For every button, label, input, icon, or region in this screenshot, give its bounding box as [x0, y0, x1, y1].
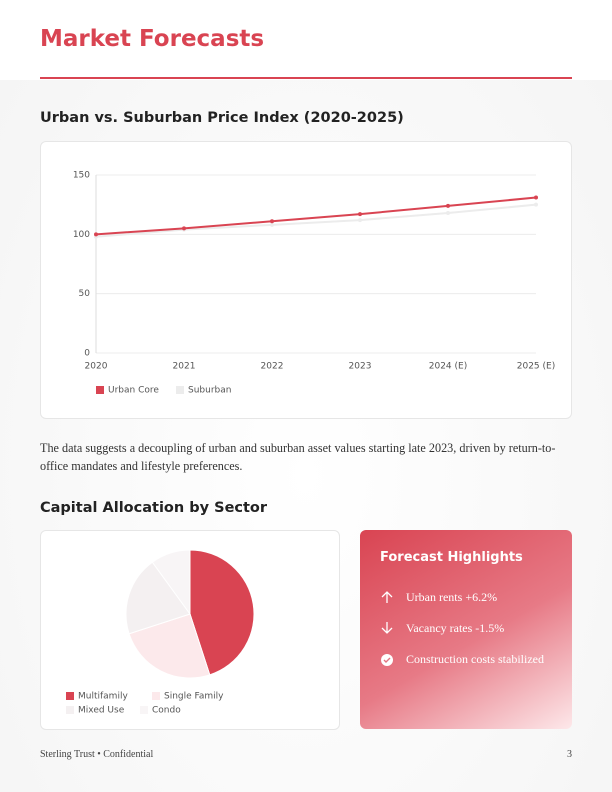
legend-swatch	[140, 706, 148, 714]
pie-slice	[128, 613, 211, 679]
point	[182, 226, 186, 231]
x-tick-label: 2025 (E)	[517, 362, 555, 372]
y-tick-label: 0	[84, 349, 90, 359]
legend-swatch	[152, 692, 160, 700]
legend-label: Multifamily	[78, 692, 128, 702]
point	[270, 219, 274, 224]
point	[446, 203, 450, 208]
arrow-up-icon	[381, 591, 393, 603]
point	[358, 218, 362, 223]
header-rule	[40, 77, 572, 79]
x-tick-label: 2020	[85, 362, 108, 372]
y-tick-label: 50	[79, 289, 91, 299]
section-title: Urban vs. Suburban Price Index (2020-202…	[40, 110, 404, 126]
legend-label: Condo	[152, 706, 181, 716]
legend-swatch	[66, 706, 74, 714]
highlight-item: Construction costs stabilized	[406, 652, 544, 666]
highlights-card: Forecast Highlights Urban rents +6.2% Va…	[360, 530, 572, 729]
x-tick-label: 2024 (E)	[429, 362, 467, 372]
paragraph: The data suggests a decoupling of urban …	[40, 441, 556, 473]
line-card	[40, 141, 572, 419]
page-number: 3	[567, 749, 572, 760]
point	[358, 212, 362, 217]
y-tick-label: 150	[73, 171, 90, 181]
highlight-item: Urban rents +6.2%	[406, 590, 498, 604]
x-tick-label: 2022	[261, 362, 284, 372]
series-line	[95, 196, 537, 236]
series-line	[95, 203, 537, 238]
pie-slice	[125, 561, 191, 635]
section-title: Capital Allocation by Sector	[40, 500, 268, 516]
x-tick-label: 2023	[349, 362, 372, 372]
y-tick-label: 100	[73, 230, 90, 240]
pie-slice	[189, 549, 255, 676]
point	[94, 232, 98, 237]
point	[270, 222, 274, 227]
legend-label: Single Family	[164, 692, 224, 702]
footer-text: Sterling Trust • Confidential	[40, 749, 154, 760]
check-icon	[381, 654, 393, 666]
point	[534, 202, 538, 207]
arrow-down-icon	[381, 622, 393, 634]
pie-slice	[151, 549, 191, 616]
highlight-item: Vacancy rates -1.5%	[406, 621, 505, 635]
legend-swatch	[66, 692, 74, 700]
x-tick-label: 2021	[173, 362, 196, 372]
point	[446, 210, 450, 215]
page-title: Market Forecasts	[40, 26, 265, 52]
legend-swatch	[176, 386, 184, 394]
legend-label: Suburban	[188, 386, 231, 396]
highlights-title: Forecast Highlights	[380, 550, 523, 565]
point	[534, 195, 538, 200]
legend-label: Urban Core	[108, 386, 159, 396]
legend-swatch	[96, 386, 104, 394]
legend-label: Mixed Use	[78, 706, 125, 716]
header	[0, 0, 612, 80]
